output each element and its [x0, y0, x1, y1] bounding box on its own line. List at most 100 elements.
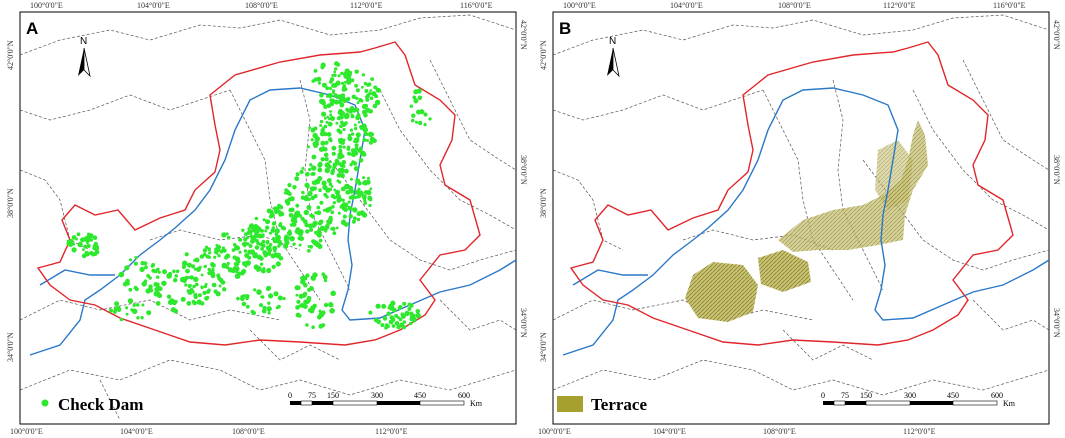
check-dam-point	[145, 288, 151, 294]
check-dam-point	[288, 213, 294, 218]
yellow-river	[562, 87, 1049, 356]
check-dam-point	[344, 112, 350, 118]
check-dam-point	[346, 109, 350, 113]
check-dam-point	[328, 160, 332, 164]
check-dam-point	[267, 311, 271, 315]
check-dam-point	[375, 303, 381, 309]
check-dam-point	[226, 235, 231, 240]
check-dam-point	[299, 236, 304, 242]
check-dam-point	[361, 194, 367, 200]
scale-label: 0	[821, 391, 825, 400]
check-dam-point	[273, 206, 278, 211]
check-dam-point	[214, 247, 220, 252]
check-dam-point	[139, 266, 145, 273]
check-dam-point	[321, 82, 327, 88]
check-dam-point	[369, 187, 373, 191]
check-dam-point	[205, 295, 210, 300]
check-dam-point	[331, 145, 337, 151]
check-dam-point	[404, 310, 410, 317]
check-dam-point	[250, 309, 255, 314]
check-dam-point	[332, 91, 335, 94]
check-dam-point	[366, 189, 372, 196]
check-dam-point	[269, 231, 272, 235]
check-dam-point	[321, 111, 327, 117]
check-dam-point	[357, 181, 362, 186]
check-dam-point	[236, 296, 240, 301]
check-dam-point	[193, 276, 199, 282]
check-dam-point	[359, 146, 363, 150]
check-dam-point	[363, 112, 368, 118]
check-dam-point	[308, 126, 312, 130]
check-dam-point	[339, 173, 345, 179]
check-dam-point	[200, 273, 204, 277]
check-dam-point	[428, 117, 432, 121]
bottom-tick-label: 100°0'0"E	[10, 427, 43, 436]
check-dam-point	[337, 74, 341, 78]
check-dam-point	[266, 267, 272, 274]
check-dam-point	[185, 268, 190, 274]
check-dam-point	[402, 320, 407, 324]
check-dam-point	[332, 231, 337, 236]
check-dam-point	[309, 227, 314, 232]
check-dam-point	[369, 89, 373, 92]
check-dam-point	[156, 275, 160, 279]
check-dam-point	[184, 283, 188, 287]
check-dam-point	[292, 185, 297, 190]
check-dam-point	[279, 222, 283, 226]
check-dam-point	[381, 303, 387, 309]
check-dam-point	[210, 262, 215, 267]
check-dam-point	[372, 92, 376, 96]
map-svg-a: 100°0'0"E 104°0'0"E 108°0'0"E 112°0'0"E …	[6, 1, 528, 436]
check-dam-point	[339, 102, 345, 108]
check-dam-point	[282, 226, 287, 231]
check-dam-point	[170, 307, 176, 313]
check-dam-point	[194, 282, 199, 287]
check-dam-point	[146, 274, 151, 278]
check-dam-point	[343, 80, 347, 84]
check-dam-point	[320, 140, 326, 146]
check-dam-point	[370, 77, 374, 81]
check-dam-point	[325, 187, 330, 192]
check-dam-point	[250, 225, 256, 231]
check-dam-point	[295, 305, 300, 310]
check-dam-point	[368, 310, 373, 315]
check-dam-point	[417, 95, 423, 101]
check-dam-point	[246, 230, 251, 235]
check-dam-point	[254, 216, 259, 221]
check-dam-point	[339, 137, 344, 142]
check-dam-point	[289, 196, 295, 202]
check-dam-point	[316, 76, 322, 82]
check-dam-point	[355, 88, 360, 93]
top-tick-label: 108°0'0"E	[245, 1, 278, 10]
scale-label: 300	[904, 391, 916, 400]
check-dam-point	[143, 261, 148, 266]
check-dam-point	[315, 136, 320, 142]
scale-label: 75	[841, 391, 849, 400]
check-dam-point	[296, 285, 301, 290]
north-label: N	[609, 36, 616, 47]
check-dam-point	[241, 301, 247, 307]
top-tick-label: 100°0'0"E	[563, 1, 596, 10]
check-dam-point	[245, 260, 251, 266]
check-dam-point	[412, 95, 417, 100]
check-dam-point	[276, 252, 281, 257]
check-dam-point	[140, 316, 144, 320]
check-dam-point	[368, 140, 373, 145]
bottom-tick-label: 108°0'0"E	[763, 427, 796, 436]
check-dam-point	[352, 149, 357, 154]
check-dam-point	[232, 266, 238, 271]
check-dam-point	[375, 87, 381, 93]
check-dam-point	[332, 201, 336, 205]
check-dam-point	[303, 291, 308, 296]
check-dam-point	[262, 250, 268, 256]
check-dam-point	[166, 273, 172, 279]
check-dam-point	[300, 279, 306, 285]
check-dam-point	[337, 167, 343, 173]
check-dam-point	[319, 225, 326, 231]
check-dam-point	[340, 120, 344, 125]
check-dam-point	[245, 304, 250, 309]
check-dam-point	[327, 164, 332, 169]
check-dam-point	[394, 321, 400, 326]
check-dam-point	[317, 81, 321, 85]
check-dam-point	[356, 101, 360, 105]
